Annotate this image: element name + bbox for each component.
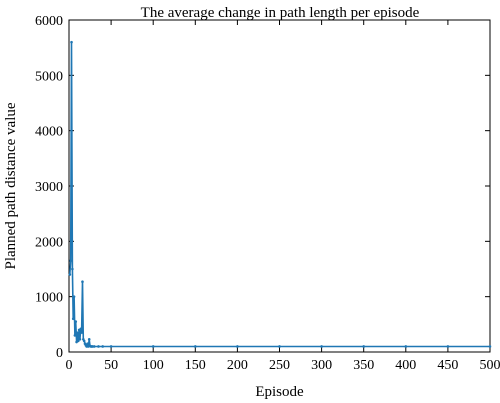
data-point bbox=[76, 339, 80, 343]
chart-title: The average change in path length per ep… bbox=[141, 5, 420, 21]
data-point bbox=[488, 345, 492, 348]
y-tick-label: 1000 bbox=[35, 291, 63, 306]
x-tick-label: 0 bbox=[66, 358, 73, 373]
data-point bbox=[70, 40, 73, 44]
data-point bbox=[79, 327, 83, 331]
x-tick-label: 400 bbox=[395, 358, 416, 373]
x-tick-label: 100 bbox=[143, 358, 164, 373]
data-point bbox=[109, 345, 113, 348]
data-point bbox=[73, 334, 77, 337]
data-point bbox=[71, 317, 75, 321]
data-point bbox=[236, 345, 239, 348]
data-point bbox=[278, 345, 281, 348]
x-tick-label: 200 bbox=[227, 358, 248, 373]
y-tick-label: 4000 bbox=[35, 125, 63, 140]
data-point bbox=[71, 267, 74, 271]
y-tick-label: 6000 bbox=[35, 14, 63, 29]
data-series bbox=[68, 40, 492, 348]
data-point bbox=[68, 273, 72, 276]
x-tick-label: 250 bbox=[269, 358, 290, 373]
data-point bbox=[92, 345, 96, 348]
data-point bbox=[320, 345, 323, 348]
y-tick-label: 3000 bbox=[35, 180, 63, 195]
data-point bbox=[404, 345, 408, 348]
x-tick-label: 350 bbox=[353, 358, 374, 373]
y-axis-title: Planned path distance value bbox=[3, 102, 19, 269]
data-point bbox=[194, 345, 197, 348]
data-point bbox=[69, 259, 72, 263]
axis-ticks: 0 50 100 150 200 250 300 350 400 450 5000100020003… bbox=[35, 14, 500, 373]
data-point bbox=[86, 342, 89, 346]
x-tick-label: 450 bbox=[437, 358, 458, 373]
data-point bbox=[101, 345, 104, 348]
data-point bbox=[80, 331, 83, 334]
data-point bbox=[72, 295, 76, 298]
plot-area-frame bbox=[68, 19, 491, 353]
y-tick-label: 5000 bbox=[35, 69, 63, 84]
x-tick-label: 50 bbox=[104, 358, 118, 373]
data-point bbox=[446, 345, 450, 348]
data-point bbox=[151, 345, 155, 348]
x-tick-label: 500 bbox=[480, 358, 500, 373]
data-point bbox=[81, 280, 84, 284]
data-point bbox=[76, 331, 79, 334]
y-tick-label: 0 bbox=[56, 346, 63, 361]
x-tick-label: 300 bbox=[311, 358, 332, 373]
data-point bbox=[97, 345, 100, 348]
data-point bbox=[362, 345, 366, 348]
data-point bbox=[87, 337, 91, 341]
series-line bbox=[69, 41, 490, 348]
data-point bbox=[78, 337, 82, 341]
y-tick-label: 2000 bbox=[35, 235, 63, 250]
x-tick-label: 150 bbox=[185, 358, 206, 373]
data-point bbox=[82, 339, 86, 343]
data-point bbox=[74, 320, 78, 323]
x-axis-title: Episode bbox=[255, 384, 304, 400]
